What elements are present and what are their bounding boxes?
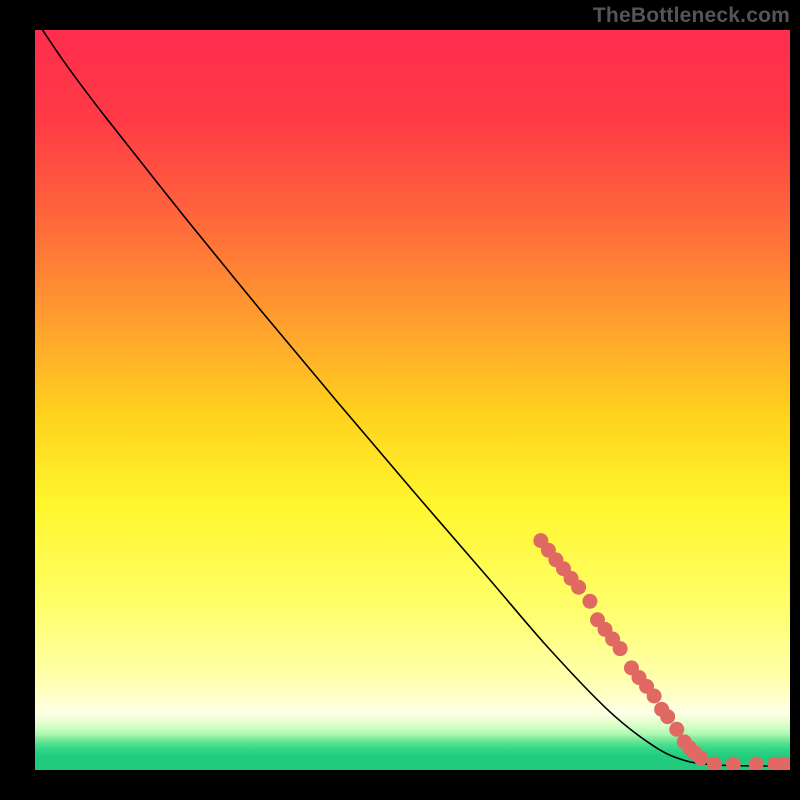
watermark-text: TheBottleneck.com — [593, 4, 790, 28]
data-marker — [613, 641, 628, 656]
data-marker — [669, 722, 684, 737]
plot-area — [35, 30, 790, 770]
gradient-bg — [35, 30, 790, 770]
data-marker — [660, 709, 675, 724]
data-marker — [582, 594, 597, 609]
outer-frame: TheBottleneck.com — [0, 0, 800, 800]
chart-svg — [35, 30, 790, 770]
data-marker — [571, 580, 586, 595]
data-marker — [693, 751, 708, 766]
data-marker — [647, 689, 662, 704]
